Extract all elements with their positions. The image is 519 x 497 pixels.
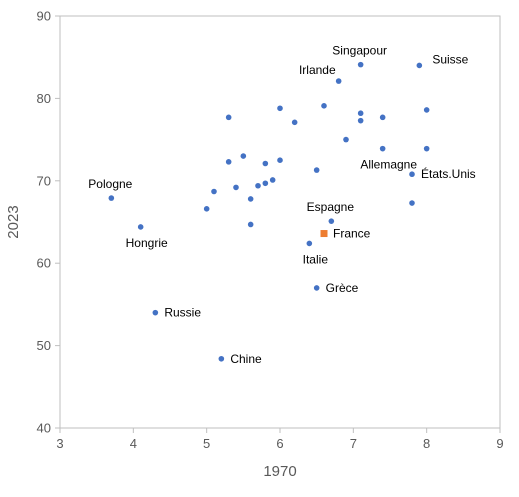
point-label: Chine bbox=[230, 352, 262, 366]
data-point bbox=[262, 160, 269, 167]
point-label: Suisse bbox=[432, 52, 468, 66]
point-label: France bbox=[333, 227, 371, 241]
data-point bbox=[313, 285, 320, 291]
data-point bbox=[409, 200, 415, 206]
point-label: Russie bbox=[164, 306, 201, 320]
x-tick-label: 8 bbox=[423, 436, 430, 451]
data-point bbox=[262, 180, 269, 187]
y-tick-label: 70 bbox=[37, 173, 51, 188]
data-point bbox=[247, 221, 254, 228]
x-axis-ticks: 3 4 5 6 7 8 9 bbox=[56, 428, 504, 451]
point-label: Hongrie bbox=[126, 236, 168, 250]
y-tick-label: 50 bbox=[37, 338, 51, 353]
highlight-point bbox=[320, 230, 328, 238]
data-point bbox=[291, 119, 298, 126]
y-tick-label: 60 bbox=[37, 256, 51, 271]
data-point bbox=[203, 206, 210, 212]
x-tick-label: 5 bbox=[203, 436, 210, 451]
point-label: Espagne bbox=[307, 200, 355, 214]
y-tick-label: 90 bbox=[37, 9, 51, 24]
data-point bbox=[255, 182, 261, 189]
point-label: Singapour bbox=[332, 44, 387, 58]
point-label: Pologne bbox=[88, 177, 132, 191]
x-axis-title: 1970 bbox=[263, 463, 296, 480]
data-point bbox=[225, 159, 232, 165]
point-label: Allemagne bbox=[360, 158, 417, 172]
data-point bbox=[211, 188, 217, 195]
point-labels: Pologne Hongrie Russie Chine Italie Grèce Espa… bbox=[88, 44, 475, 366]
data-point bbox=[357, 117, 364, 124]
data-point bbox=[137, 224, 144, 230]
data-points bbox=[108, 61, 430, 362]
data-point bbox=[423, 107, 430, 113]
y-axis-title: 2023 bbox=[5, 205, 22, 238]
data-point bbox=[269, 177, 276, 183]
x-tick-label: 9 bbox=[496, 436, 503, 451]
data-point bbox=[379, 145, 386, 152]
y-axis-ticks: 40 50 60 70 80 90 bbox=[37, 9, 60, 436]
data-point bbox=[152, 309, 159, 316]
data-point bbox=[357, 61, 364, 68]
data-point bbox=[240, 153, 247, 159]
data-point bbox=[357, 110, 364, 117]
data-point bbox=[409, 171, 415, 178]
data-point bbox=[313, 167, 320, 173]
data-point bbox=[233, 184, 239, 191]
data-point bbox=[335, 78, 342, 84]
data-point bbox=[343, 136, 349, 143]
point-label: États.Unis bbox=[421, 166, 476, 181]
point-label: Irlande bbox=[299, 63, 336, 77]
data-point bbox=[321, 103, 327, 109]
y-tick-label: 40 bbox=[37, 421, 51, 436]
data-point bbox=[225, 114, 232, 121]
data-point bbox=[108, 195, 115, 201]
point-label: Italie bbox=[303, 252, 329, 266]
data-point bbox=[218, 355, 225, 362]
data-point bbox=[277, 157, 283, 163]
x-tick-label: 6 bbox=[276, 436, 283, 451]
x-tick-label: 7 bbox=[350, 436, 357, 451]
data-point bbox=[306, 240, 313, 247]
x-tick-label: 3 bbox=[56, 436, 63, 451]
data-point bbox=[247, 196, 254, 202]
data-point bbox=[277, 105, 283, 112]
data-point bbox=[416, 62, 423, 69]
point-label: Grèce bbox=[326, 281, 359, 295]
y-tick-label: 80 bbox=[37, 91, 51, 106]
data-point bbox=[423, 145, 430, 152]
data-point bbox=[328, 218, 335, 224]
x-tick-label: 4 bbox=[130, 436, 137, 451]
data-point bbox=[379, 114, 386, 121]
